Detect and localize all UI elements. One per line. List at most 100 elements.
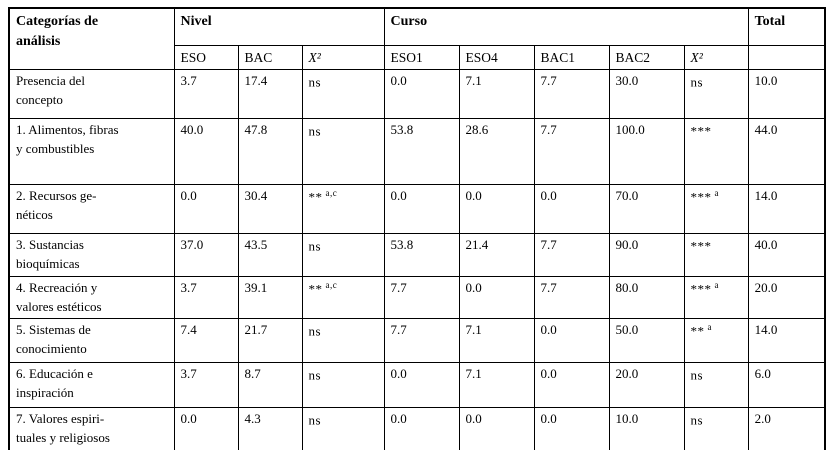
cell-eso: 7.4	[173, 318, 239, 364]
cell-eso4: 7.1	[458, 318, 535, 364]
header-sub-row: ESO BAC X² ESO1 ESO4 BAC1 BAC2 X²	[9, 44, 826, 71]
cell-chi2-nivel: ns	[301, 69, 385, 120]
significance-superscript: a	[714, 188, 720, 199]
significance-value: **	[308, 189, 323, 205]
cell-bac: 17.4	[237, 69, 303, 120]
cell-eso4: 7.1	[458, 362, 535, 409]
cell-total: 6.0	[747, 362, 826, 409]
header-curso: Curso	[383, 7, 749, 46]
cell-bac2: 50.0	[608, 318, 685, 364]
cell-chi2-nivel: ns	[301, 318, 385, 364]
cell-chi2-curso: *** a	[683, 275, 749, 320]
cell-eso: 40.0	[173, 118, 239, 186]
cell-bac1: 0.0	[533, 318, 610, 364]
cell-bac2: 30.0	[608, 69, 685, 120]
header-chi2-nivel: X²	[301, 44, 385, 71]
table-row: 2. Recursos ge- néticos 0.0 30.4 ** a,c 0…	[8, 184, 826, 235]
significance-value: ns	[690, 367, 704, 383]
cell-chi2-nivel: ns	[301, 233, 385, 277]
cell-eso4: 21.4	[458, 233, 535, 277]
header-nivel: Nivel	[173, 7, 385, 46]
cell-total: 14.0	[747, 318, 826, 364]
cell-total: 14.0	[747, 184, 826, 235]
significance-value: ***	[690, 123, 712, 139]
cell-chi2-curso: *** a	[683, 184, 749, 235]
cell-bac1: 7.7	[533, 275, 610, 320]
significance-value: ***	[690, 281, 712, 297]
cell-bac1: 0.0	[533, 407, 610, 450]
header-total: Total	[747, 7, 826, 46]
cell-chi2-curso: ***	[683, 233, 749, 277]
significance-value: ns	[690, 412, 704, 428]
row-category: 3. Sustancias bioquímicas	[8, 233, 175, 277]
cell-chi2-curso: ***	[683, 118, 749, 186]
cell-eso1: 53.8	[383, 118, 460, 186]
row-category: 2. Recursos ge- néticos	[8, 184, 175, 235]
significance-value: **	[690, 323, 705, 339]
cell-eso4: 0.0	[458, 184, 535, 235]
header-chi2-curso: X²	[683, 44, 749, 71]
cell-eso: 0.0	[173, 407, 239, 450]
cell-bac: 39.1	[237, 275, 303, 320]
table-row: 3. Sustancias bioquímicas 37.0 43.5 ns 5…	[8, 233, 826, 277]
row-category: 5. Sistemas de conocimiento	[8, 318, 175, 364]
significance-value: ns	[690, 74, 704, 90]
significance-value: ns	[308, 323, 322, 339]
cell-bac1: 0.0	[533, 362, 610, 409]
significance-value: ns	[308, 238, 322, 254]
table-row: 5. Sistemas de conocimiento 7.4 21.7 ns …	[8, 318, 826, 364]
significance-superscript: a	[714, 279, 720, 290]
cell-eso: 3.7	[173, 275, 239, 320]
significance-superscript: a,c	[325, 188, 338, 199]
header-eso1: ESO1	[383, 44, 460, 71]
cell-bac1: 7.7	[533, 118, 610, 186]
cell-eso: 0.0	[173, 184, 239, 235]
header-bac: BAC	[237, 44, 303, 71]
significance-value: ns	[308, 367, 322, 383]
cell-bac: 43.5	[237, 233, 303, 277]
cell-bac2: 100.0	[608, 118, 685, 186]
table-row: 6. Educación e inspiración 3.7 8.7 ns 0.…	[8, 362, 826, 409]
cell-bac1: 7.7	[533, 233, 610, 277]
cell-bac2: 20.0	[608, 362, 685, 409]
cell-eso1: 0.0	[383, 184, 460, 235]
significance-value: ns	[308, 412, 322, 428]
cell-total: 20.0	[747, 275, 826, 320]
cell-eso4: 7.1	[458, 69, 535, 120]
cell-chi2-nivel: ns	[301, 407, 385, 450]
significance-superscript: a	[707, 322, 713, 333]
cell-chi2-nivel: ns	[301, 118, 385, 186]
cell-bac2: 90.0	[608, 233, 685, 277]
significance-value: ns	[308, 74, 322, 90]
significance-value: ns	[308, 123, 322, 139]
cell-bac: 47.8	[237, 118, 303, 186]
cell-bac2: 80.0	[608, 275, 685, 320]
cell-chi2-curso: ns	[683, 69, 749, 120]
significance-value: ***	[690, 238, 712, 254]
cell-chi2-nivel: ns	[301, 362, 385, 409]
header-bac2: BAC2	[608, 44, 685, 71]
cell-bac2: 10.0	[608, 407, 685, 450]
cell-chi2-curso: ns	[683, 407, 749, 450]
table-body: Presencia del concepto 3.7 17.4 ns 0.0 7…	[8, 69, 826, 450]
row-category: 7. Valores espiri- tuales y religiosos	[8, 407, 175, 450]
cell-eso1: 0.0	[383, 69, 460, 120]
header-eso: ESO	[173, 44, 239, 71]
results-table: Categorías de análisis Nivel Curso Total…	[8, 7, 827, 450]
significance-value: **	[308, 281, 323, 297]
significance-value: ***	[690, 189, 712, 205]
cell-chi2-nivel: ** a,c	[301, 275, 385, 320]
header-group-row: Categorías de análisis Nivel Curso Total	[8, 7, 826, 71]
row-category: 4. Recreación y valores estéticos	[8, 275, 175, 320]
cell-eso4: 0.0	[458, 407, 535, 450]
cell-eso: 3.7	[173, 362, 239, 409]
cell-eso: 37.0	[173, 233, 239, 277]
row-category: 6. Educación e inspiración	[8, 362, 175, 409]
cell-eso1: 0.0	[383, 407, 460, 450]
table-row: 7. Valores espiri- tuales y religiosos 0…	[8, 407, 826, 450]
table-row: 4. Recreación y valores estéticos 3.7 39…	[8, 275, 826, 320]
significance-superscript: a,c	[325, 279, 338, 290]
cell-bac2: 70.0	[608, 184, 685, 235]
row-category: 1. Alimentos, fibras y combustibles	[8, 118, 175, 186]
